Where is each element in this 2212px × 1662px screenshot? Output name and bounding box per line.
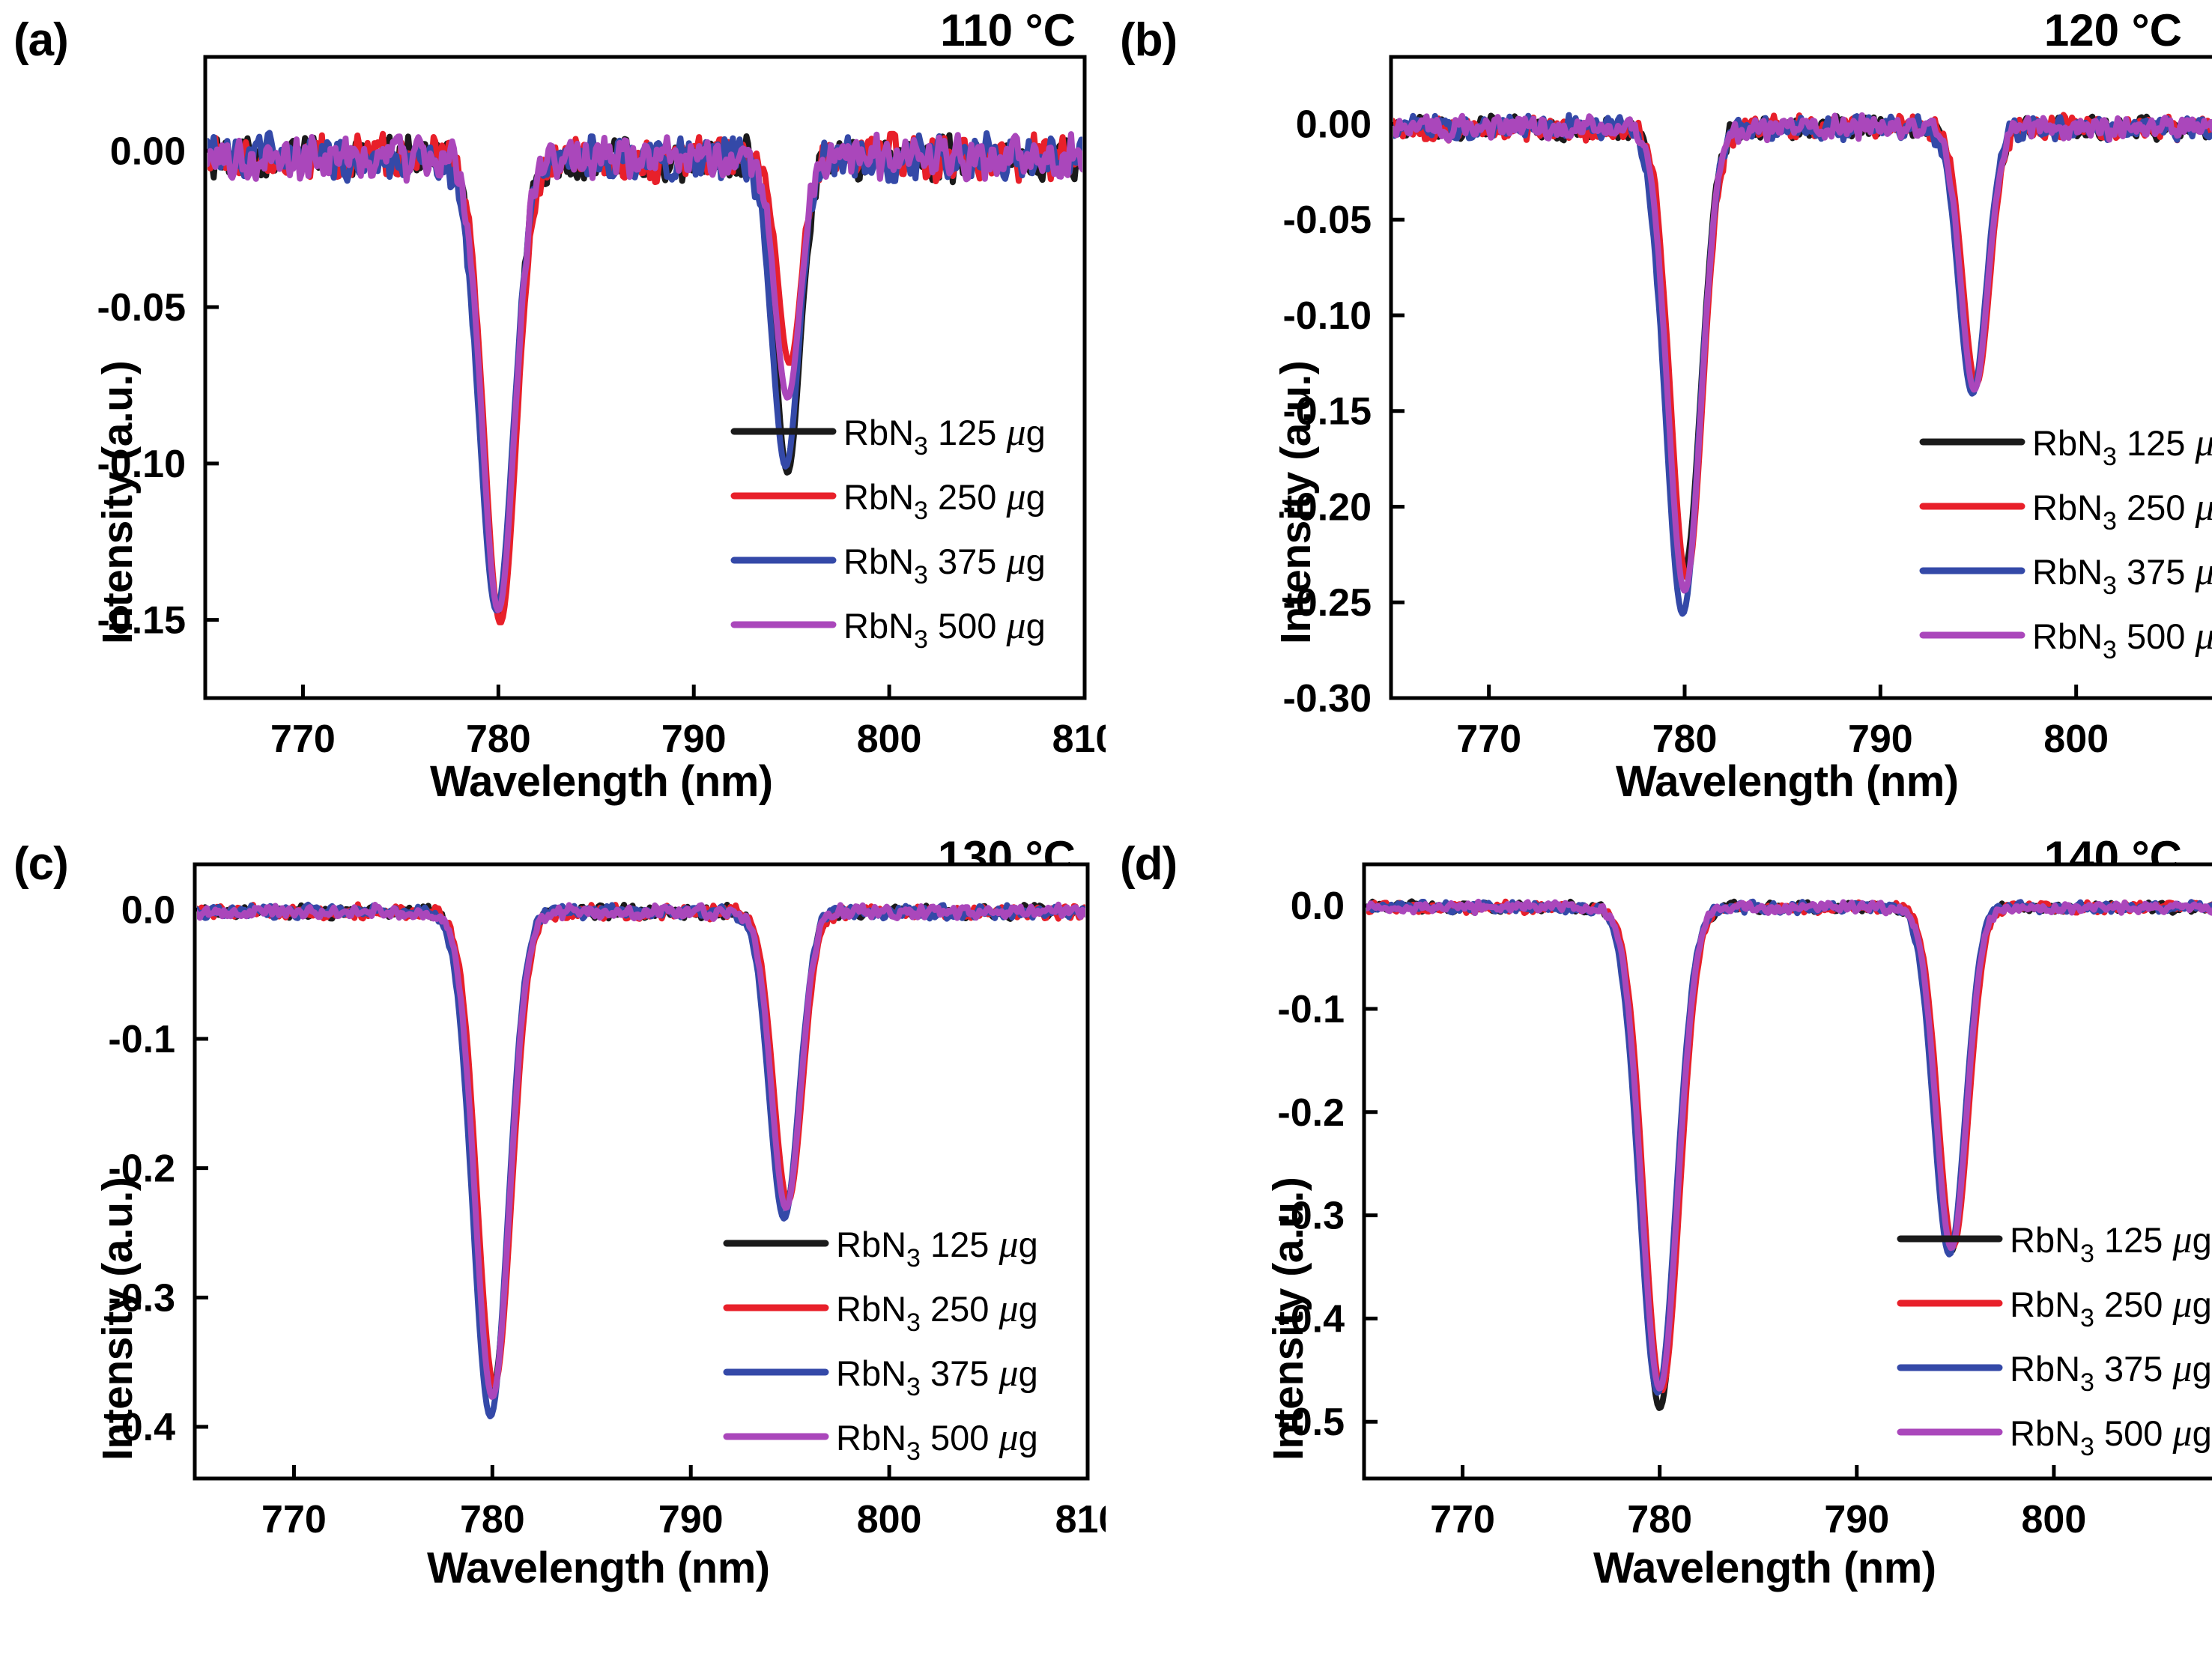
traces — [197, 901, 1085, 1419]
panel-b-letter: (b) — [1120, 14, 1178, 66]
plot-frame — [1389, 55, 2212, 700]
svg-text:0.00: 0.00 — [110, 130, 186, 173]
svg-text:780: 780 — [466, 718, 531, 761]
panel-a: (a) 110 °C 0.00 -0.05 -0.10 -0.15 770 780 790 8… — [0, 0, 1106, 831]
plot-frame — [1362, 862, 2212, 1481]
svg-text:0.00: 0.00 — [1296, 103, 1372, 146]
svg-text:-0.2: -0.2 — [1277, 1091, 1345, 1135]
svg-text:800: 800 — [857, 718, 922, 761]
panel-a-y-axis-label: Intensity (a.u.) — [94, 360, 142, 644]
svg-text:-0.05: -0.05 — [97, 286, 186, 330]
svg-text:790: 790 — [1848, 718, 1913, 761]
traces — [207, 130, 1082, 625]
panel-d-letter: (d) — [1120, 838, 1178, 890]
svg-text:-0.10: -0.10 — [1282, 294, 1372, 338]
panel-c: (c) 130 °C 0.0 -0.1 -0.2 -0.3 -0.4 770 780 790 8… — [0, 831, 1106, 1662]
panel-c-y-axis-label: Intensity (a.u.) — [94, 1177, 142, 1461]
legend-label: RbN3 375 μg — [843, 540, 1046, 589]
legend-label: RbN3 375 μg — [836, 1352, 1038, 1401]
svg-text:-0.4: -0.4 — [108, 1406, 175, 1449]
legend: RbN3 125 μg RbN3 250 μg RbN3 375 μg RbN3 50… — [1897, 1219, 2212, 1461]
legend-label: RbN3 250 μg — [2010, 1283, 2212, 1332]
svg-text:770: 770 — [270, 718, 336, 761]
svg-text:770: 770 — [1430, 1498, 1495, 1541]
svg-text:-0.10: -0.10 — [97, 443, 186, 486]
series-line — [207, 131, 1082, 613]
panel-d-x-axis-label: Wavelength (nm) — [1593, 1544, 1936, 1592]
plot-frame — [193, 862, 1090, 1481]
legend-label: RbN3 500 μg — [843, 604, 1046, 654]
svg-text:-0.3: -0.3 — [108, 1276, 175, 1320]
legend: RbN3 125 μg RbN3 250 μg RbN3 375 μg RbN3 50… — [1919, 422, 2212, 664]
svg-text:800: 800 — [2043, 718, 2109, 761]
legend-label: RbN3 500 μg — [2010, 1412, 2212, 1461]
svg-text:-0.1: -0.1 — [108, 1018, 175, 1061]
series-line — [1393, 112, 2212, 594]
svg-text:810: 810 — [1052, 718, 1106, 761]
panel-a-temperature-label: 110 °C — [940, 5, 1076, 55]
svg-text:770: 770 — [1456, 718, 1521, 761]
panel-d-plot: 0.0-0.1-0.2-0.3-0.4-0.5770780790800810Rb… — [1277, 862, 2212, 1541]
panel-d: (d) 140 °C 0.0 -0.1 -0.2 -0.3 -0.4 -0.5 770 780… — [1106, 831, 2212, 1662]
svg-text:-0.05: -0.05 — [1282, 198, 1372, 242]
panel-a-plot: 0.00 -0.05 -0.10 -0.15 770 780 790 800 810 RbN3 1… — [97, 55, 1106, 761]
series-line — [1366, 898, 2212, 1392]
panel-b: (b) 120 °C 0.00 -0.05 -0.10 -0.15 -0.20 -0.25… — [1106, 0, 2212, 831]
panel-c-x-axis-label: Wavelength (nm) — [427, 1544, 770, 1592]
panel-c-letter: (c) — [13, 838, 69, 890]
panel-b-y-axis-label: Intensity (a.u.) — [1272, 360, 1320, 644]
legend-label: RbN3 250 μg — [836, 1288, 1038, 1337]
svg-text:780: 780 — [1627, 1498, 1692, 1541]
svg-text:-0.30: -0.30 — [1282, 677, 1372, 721]
svg-text:-0.4: -0.4 — [1277, 1297, 1345, 1341]
svg-text:810: 810 — [1055, 1498, 1106, 1541]
legend: RbN3 125 μg RbN3 250 μg RbN3 375 μg RbN3 50… — [723, 1223, 1038, 1466]
svg-text:790: 790 — [661, 718, 727, 761]
series-line — [197, 901, 1085, 1400]
legend-label: RbN3 125 μg — [2010, 1219, 2212, 1268]
svg-text:-0.3: -0.3 — [1277, 1195, 1345, 1238]
panel-d-y-axis-label: Intensity (a.u.) — [1264, 1177, 1312, 1461]
panel-b-temperature-label: 120 °C — [2043, 5, 2182, 55]
legend-label: RbN3 500 μg — [2032, 615, 2212, 664]
svg-text:770: 770 — [261, 1498, 327, 1541]
svg-text:-0.15: -0.15 — [97, 599, 186, 643]
legend-label: RbN3 125 μg — [843, 411, 1046, 461]
svg-text:0.0: 0.0 — [1291, 885, 1345, 928]
panel-b-plot: 0.00 -0.05 -0.10 -0.15 -0.20 -0.25 -0.30 770 780… — [1282, 55, 2212, 761]
panel-c-plot: 0.0 -0.1 -0.2 -0.3 -0.4 770 780 790 800 810 RbN3 1… — [108, 862, 1106, 1541]
svg-text:800: 800 — [2022, 1498, 2087, 1541]
svg-text:0.0: 0.0 — [121, 888, 175, 932]
svg-text:-0.1: -0.1 — [1277, 988, 1345, 1031]
legend-label: RbN3 125 μg — [2032, 422, 2212, 471]
panel-a-x-axis-label: Wavelength (nm) — [430, 757, 773, 806]
svg-text:-0.25: -0.25 — [1282, 581, 1372, 625]
legend-label: RbN3 250 μg — [2032, 486, 2212, 536]
svg-text:800: 800 — [857, 1498, 922, 1541]
legend-label: RbN3 500 μg — [836, 1416, 1038, 1466]
legend-label: RbN3 375 μg — [2032, 551, 2212, 600]
traces — [1393, 112, 2212, 617]
legend-label: RbN3 125 μg — [836, 1223, 1038, 1273]
svg-text:-0.20: -0.20 — [1282, 485, 1372, 529]
svg-text:780: 780 — [1652, 718, 1718, 761]
svg-text:790: 790 — [658, 1498, 724, 1541]
svg-text:-0.5: -0.5 — [1277, 1401, 1345, 1444]
svg-text:780: 780 — [460, 1498, 525, 1541]
svg-text:-0.15: -0.15 — [1282, 390, 1372, 434]
legend-label: RbN3 375 μg — [2010, 1347, 2212, 1397]
traces — [1366, 898, 2212, 1411]
svg-text:-0.2: -0.2 — [108, 1147, 175, 1191]
panel-b-x-axis-label: Wavelength (nm) — [1616, 757, 1959, 806]
svg-text:790: 790 — [1824, 1498, 1889, 1541]
panel-a-letter: (a) — [13, 14, 69, 66]
legend-label: RbN3 250 μg — [843, 476, 1046, 525]
legend: RbN3 125 μg RbN3 250 μg RbN3 375 μg RbN3 50… — [730, 411, 1046, 654]
